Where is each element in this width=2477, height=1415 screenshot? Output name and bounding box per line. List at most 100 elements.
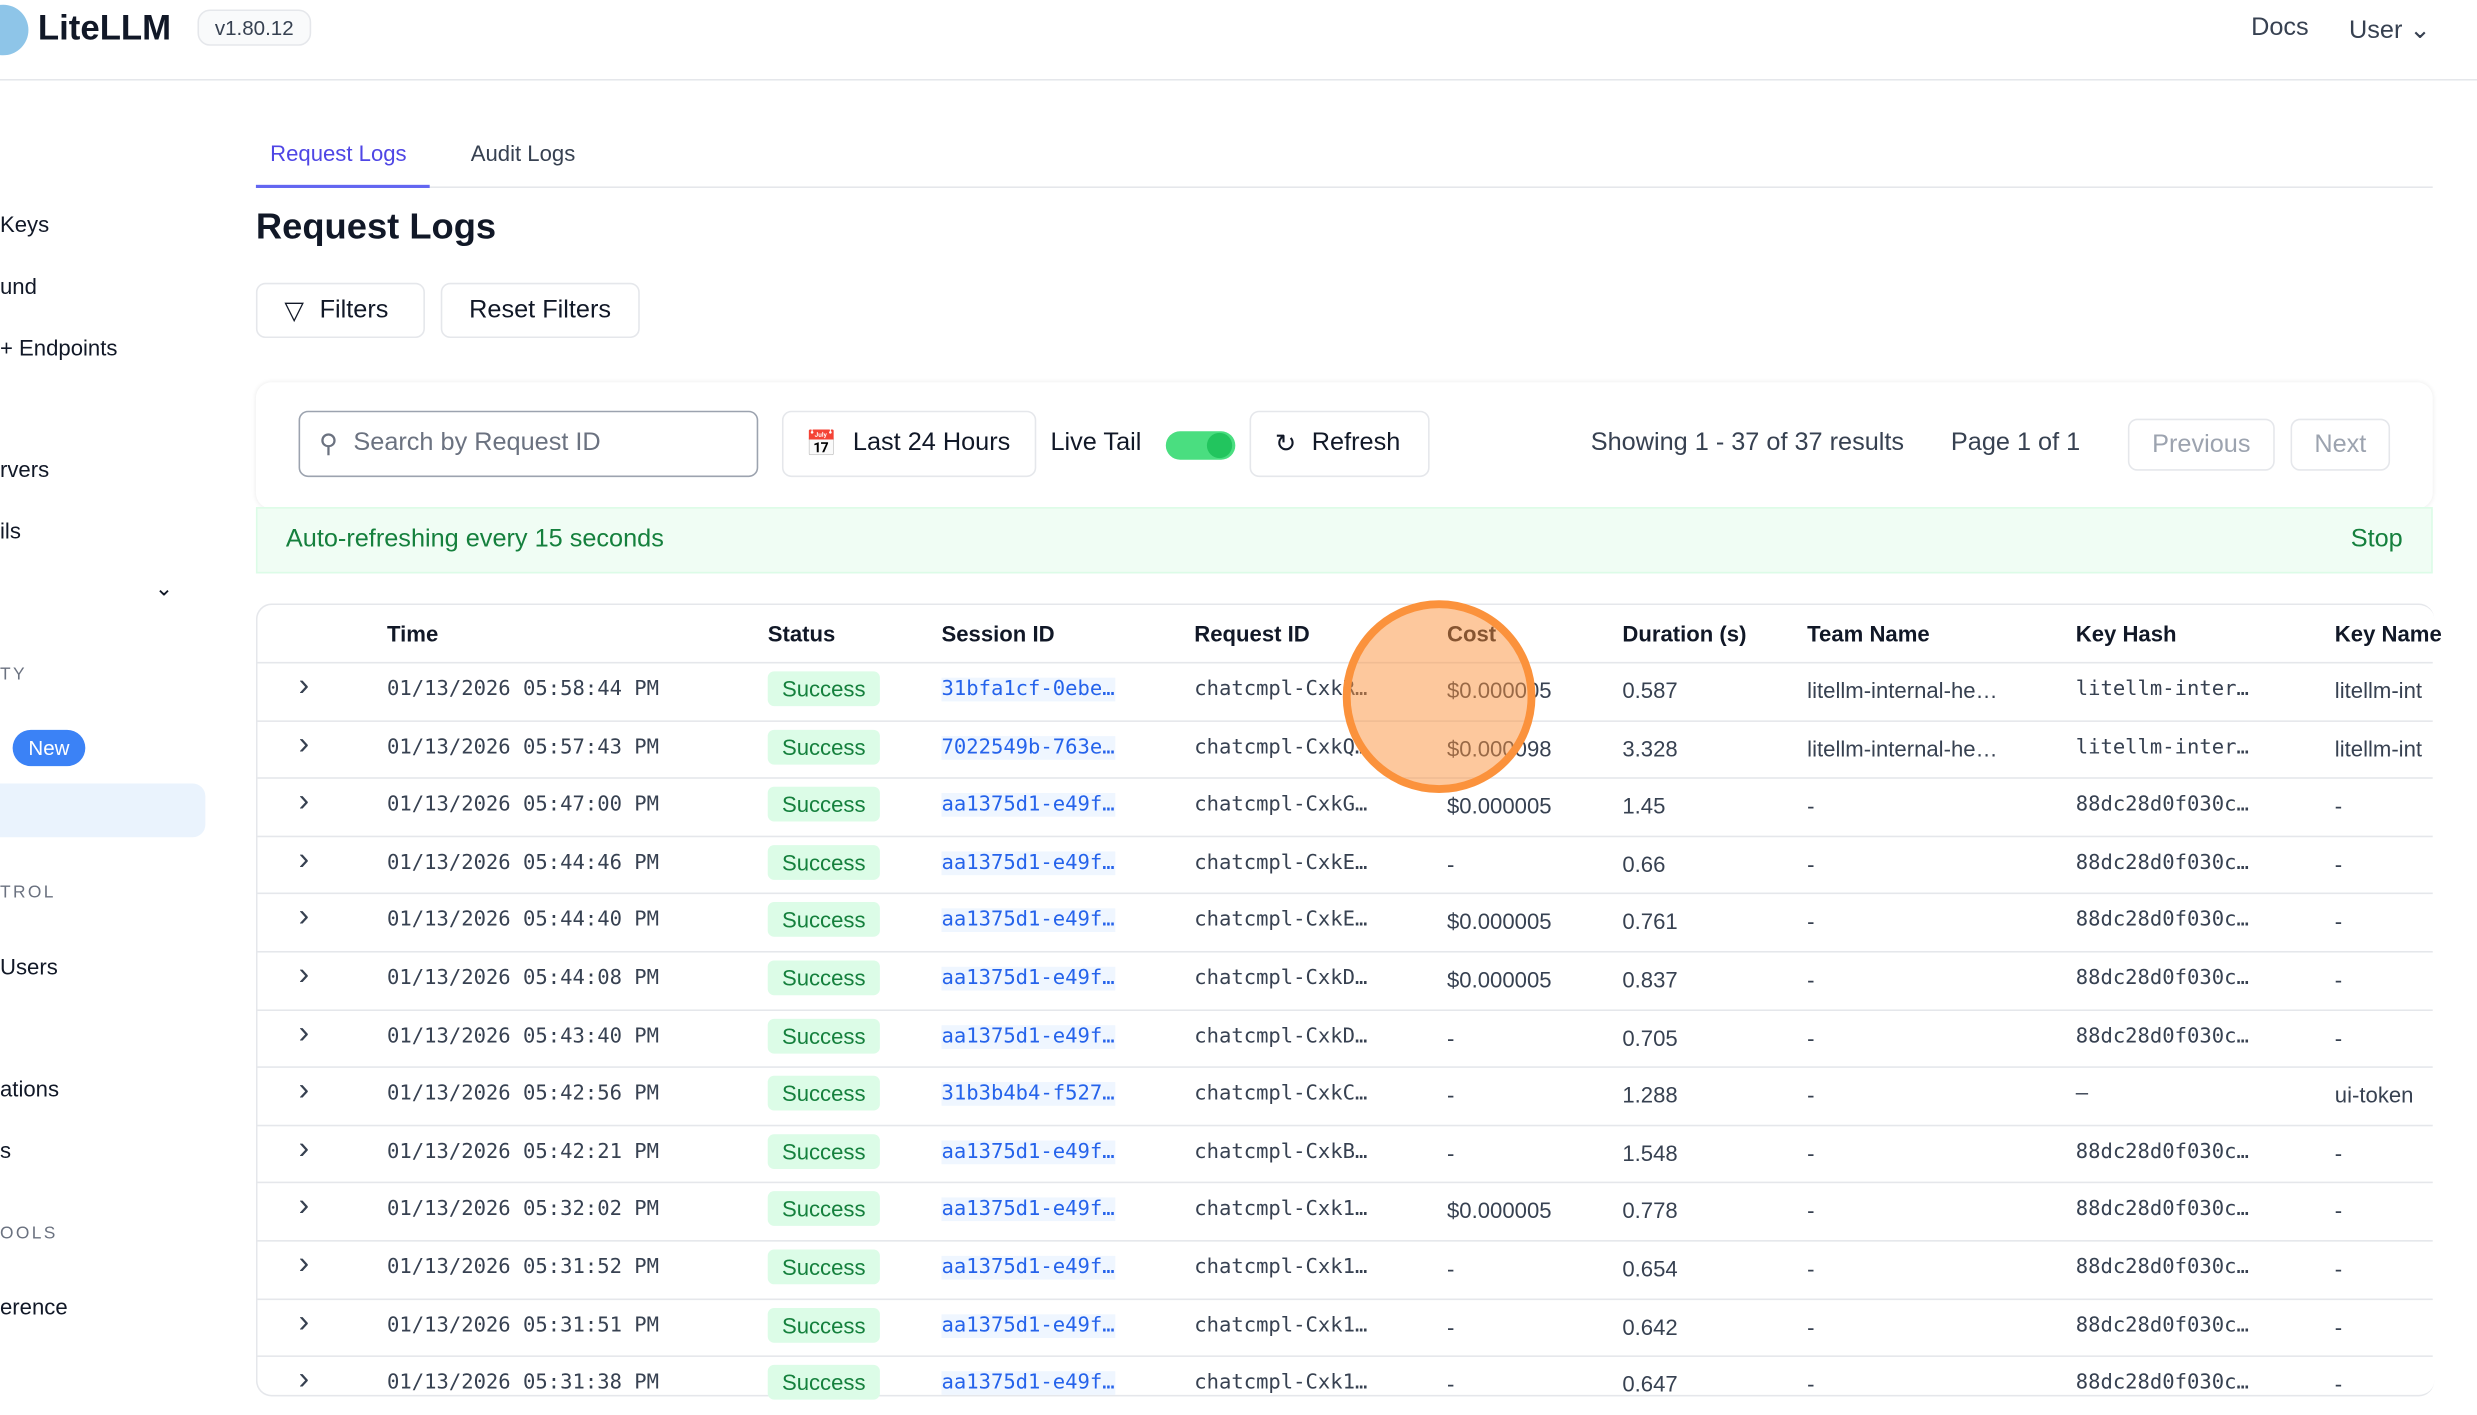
sidebar-item-endpoints[interactable]: + Endpoints [0,334,118,361]
chevron-right-icon[interactable]: › [298,668,310,703]
cell-time: 01/13/2026 05:43:40 PM [387,1024,660,1049]
filters-label: Filters [319,296,389,324]
cell-request-id: chatcmpl-CxkR… [1194,677,1368,702]
cell-key-name: - [2334,1313,2343,1339]
column-header-key-hash[interactable]: Key Hash [2075,620,2177,647]
docs-link[interactable]: Docs [2251,14,2309,42]
cell-status: Success [767,729,880,764]
chevron-right-icon[interactable]: › [298,783,310,819]
table-row[interactable]: › 01/13/2026 05:57:43 PM Success 7022549b-7… [257,719,2433,779]
cell-cost: $0.000005 [1447,908,1552,935]
column-header-session-id[interactable]: Session ID [941,620,1055,647]
chevron-right-icon[interactable]: › [298,726,310,761]
table-row[interactable]: › 01/13/2026 05:42:56 PM Success 31b3b4b4-f… [257,1066,2433,1126]
user-menu[interactable]: User ⌄ [2349,14,2431,46]
column-header-team-name[interactable]: Team Name [1807,620,1930,647]
page-indicator: Page 1 of 1 [1950,429,2081,457]
cell-session-id[interactable]: 7022549b-763e… [941,735,1115,760]
chevron-right-icon[interactable]: › [298,899,310,935]
sidebar-item-servers[interactable]: rvers [0,456,50,482]
cell-cost: - [1447,1255,1455,1282]
cell-duration: 0.654 [1622,1255,1678,1282]
date-range-button[interactable]: 📅 Last 24 Hours [781,410,1037,478]
cell-key-hash: litellm-inter… [2075,677,2249,702]
cell-cost: $0.000005 [1447,966,1552,993]
previous-button[interactable]: Previous [2127,418,2275,471]
cell-session-id[interactable]: 31b3b4b4-f527… [941,1082,1115,1107]
sidebar-section: OOLS [0,1224,58,1244]
tab-audit-logs[interactable]: Audit Logs [470,140,576,166]
cell-team-name: - [1807,793,1815,819]
cell-session-id[interactable]: aa1375d1-e49f… [941,1371,1115,1396]
sidebar-item-playground[interactable]: und [0,273,37,299]
cell-team-name: - [1807,851,1815,877]
cell-session-id[interactable]: aa1375d1-e49f… [941,966,1115,991]
date-range-label: Last 24 Hours [852,429,1011,457]
cell-session-id[interactable]: aa1375d1-e49f… [941,793,1115,818]
sidebar-section: TROL [0,883,56,903]
live-tail-label: Live Tail [1050,429,1142,457]
stop-button[interactable]: Stop [2350,526,2403,553]
sidebar-item-integrations[interactable]: ations [0,1075,60,1102]
chevron-right-icon[interactable]: › [298,1072,310,1108]
column-header-key-name[interactable]: Key Name [2334,620,2442,647]
chevron-right-icon[interactable]: › [298,1304,310,1339]
chevron-right-icon[interactable]: › [298,1361,310,1397]
table-row[interactable]: › 01/13/2026 05:32:02 PM Success aa1375d1-e… [257,1182,2433,1241]
sidebar-item-keys[interactable]: Keys [0,211,50,237]
cell-key-hash: 88dc28d0f030c… [2075,851,2249,875]
banner-text: Auto-refreshing every 15 seconds [285,526,664,553]
live-tail-toggle[interactable] [1165,431,1236,460]
page-title: Request Logs [255,205,497,247]
sidebar-item[interactable]: s [0,1137,12,1163]
sidebar-item-reference[interactable]: erence [0,1293,68,1320]
table-row[interactable]: › 01/13/2026 05:44:40 PM Success aa1375d1-e… [257,893,2433,952]
chevron-right-icon[interactable]: › [298,957,310,993]
chevron-right-icon[interactable]: › [298,1188,310,1224]
brand[interactable]: LiteLLM [37,7,172,48]
column-header-request-id[interactable]: Request ID [1194,620,1310,647]
cell-session-id[interactable]: aa1375d1-e49f… [941,1255,1115,1280]
cell-session-id[interactable]: aa1375d1-e49f… [941,851,1115,875]
table-row[interactable]: › 01/13/2026 05:31:38 PM Success aa1375d1-e… [257,1355,2433,1415]
column-header-status[interactable]: Status [767,620,836,647]
next-button[interactable]: Next [2290,418,2391,471]
cell-session-id[interactable]: aa1375d1-e49f… [941,908,1115,933]
cell-key-name: - [2334,1024,2343,1050]
cell-session-id[interactable]: aa1375d1-e49f… [941,1198,1115,1222]
cell-team-name: litellm-internal-he… [1807,735,1998,761]
cell-key-hash: – [2075,1082,2089,1107]
table-row[interactable]: › 01/13/2026 05:44:08 PM Success aa1375d1-e… [257,950,2433,1010]
cell-cost: - [1447,1024,1455,1050]
chevron-right-icon[interactable]: › [298,1015,310,1050]
cell-session-id[interactable]: aa1375d1-e49f… [941,1140,1115,1164]
table-row[interactable]: › 01/13/2026 05:31:52 PM Success aa1375d1-e… [257,1240,2433,1299]
table-row[interactable]: › 01/13/2026 05:47:00 PM Success aa1375d1-e… [257,777,2433,837]
cell-time: 01/13/2026 05:32:02 PM [387,1198,660,1222]
chevron-right-icon[interactable]: › [298,841,310,877]
cell-session-id[interactable]: aa1375d1-e49f… [941,1313,1115,1338]
cell-key-hash: 88dc28d0f030c… [2075,966,2249,991]
tab-request-logs[interactable]: Request Logs [270,140,407,166]
filters-button[interactable]: ▽ Filters [255,282,425,339]
cell-time: 01/13/2026 05:42:56 PM [387,1082,660,1107]
cell-session-id[interactable]: aa1375d1-e49f… [941,1024,1115,1049]
table-row[interactable]: › 01/13/2026 05:43:40 PM Success aa1375d1-e… [257,1008,2433,1068]
table-row[interactable]: › 01/13/2026 05:42:21 PM Success aa1375d1-e… [257,1124,2433,1183]
sidebar-item-users[interactable]: Users [0,954,58,980]
column-header-duration[interactable]: Duration (s) [1622,620,1747,647]
chevron-right-icon[interactable]: › [298,1246,310,1282]
reset-filters-button[interactable]: Reset Filters [440,282,640,339]
cell-session-id[interactable]: 31bfa1cf-0ebe… [941,677,1115,702]
chevron-down-icon[interactable]: ⌄ [154,575,174,601]
cell-key-hash: 88dc28d0f030c… [2075,1198,2249,1222]
table-row[interactable]: › 01/13/2026 05:44:46 PM Success aa1375d1-e… [257,835,2433,894]
table-row[interactable]: › 01/13/2026 05:31:51 PM Success aa1375d1-e… [257,1297,2433,1357]
refresh-button[interactable]: ↻ Refresh [1249,410,1430,478]
chevron-right-icon[interactable]: › [298,1130,310,1166]
column-header-time[interactable]: Time [387,620,439,647]
cell-request-id: chatcmpl-Cxk1… [1194,1371,1368,1396]
search-input[interactable]: ⚲ Search by Request ID [298,410,759,478]
sidebar-item-guardrails[interactable]: ils [0,518,21,544]
sidebar-selected-item[interactable] [0,783,206,838]
